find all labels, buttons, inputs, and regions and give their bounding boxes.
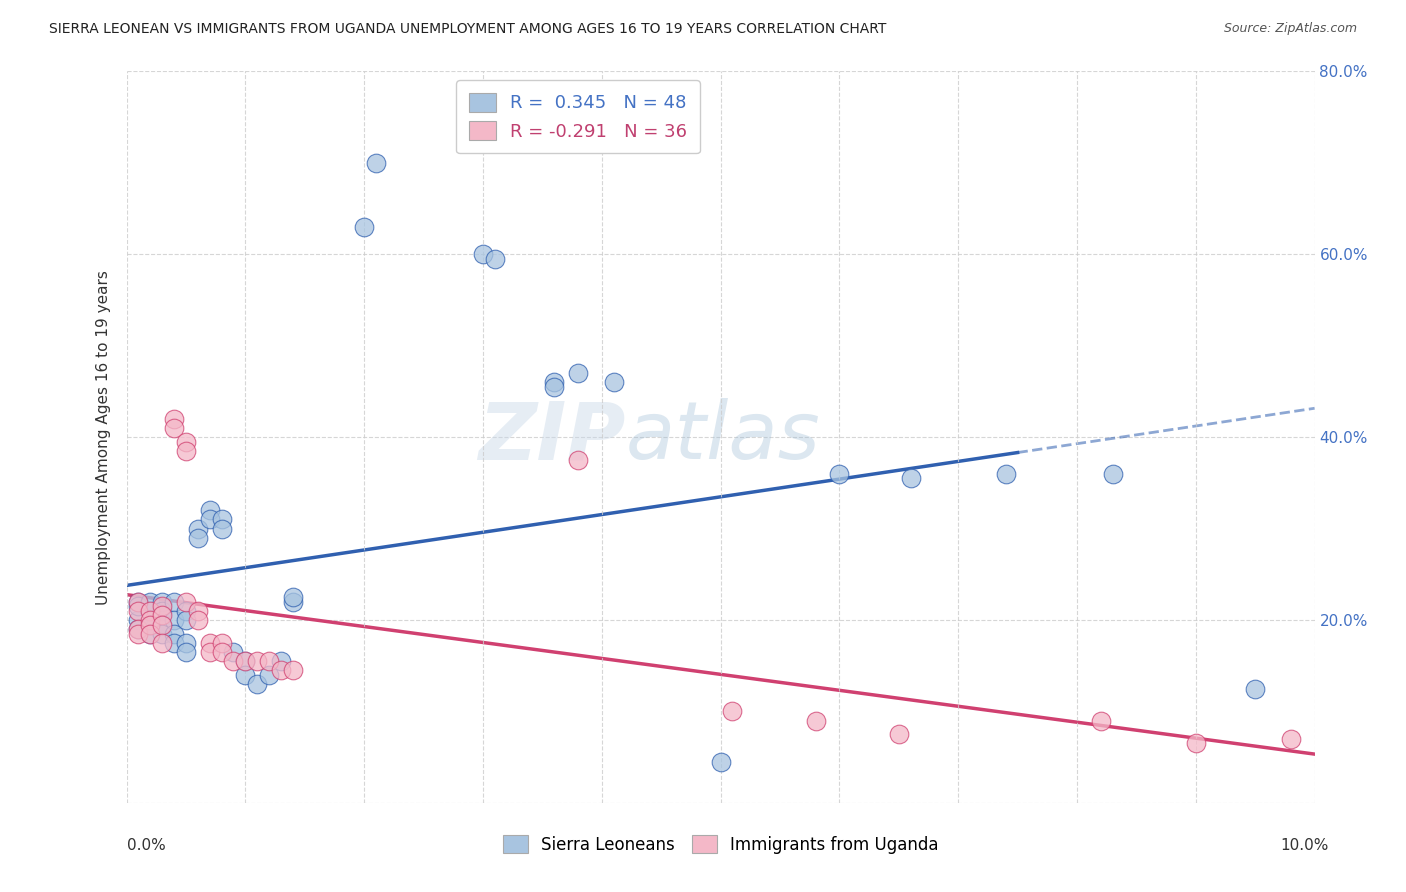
Point [246, 677, 269, 691]
Point [1090, 714, 1112, 728]
Text: 0.0%: 0.0% [127, 838, 166, 853]
Point [127, 604, 149, 618]
Point [127, 613, 149, 627]
Point [150, 626, 173, 640]
Text: SIERRA LEONEAN VS IMMIGRANTS FROM UGANDA UNEMPLOYMENT AMONG AGES 16 TO 19 YEARS : SIERRA LEONEAN VS IMMIGRANTS FROM UGANDA… [49, 22, 887, 37]
Point [222, 645, 245, 659]
Point [139, 594, 162, 608]
Point [150, 599, 173, 614]
Point [900, 471, 922, 485]
Point [174, 613, 197, 627]
Point [163, 626, 186, 640]
Point [139, 617, 162, 632]
Point [567, 453, 589, 467]
Point [721, 705, 744, 719]
Point [139, 626, 162, 640]
Point [150, 617, 173, 632]
Point [139, 626, 162, 640]
Point [281, 594, 304, 608]
Point [163, 421, 186, 435]
Point [211, 645, 233, 659]
Point [270, 654, 292, 668]
Point [281, 590, 304, 604]
Point [198, 645, 221, 659]
Point [543, 375, 565, 389]
Text: Source: ZipAtlas.com: Source: ZipAtlas.com [1223, 22, 1357, 36]
Point [233, 667, 257, 681]
Point [257, 667, 280, 681]
Point [270, 663, 292, 677]
Point [174, 443, 197, 458]
Point [150, 617, 173, 632]
Point [710, 755, 733, 769]
Point [246, 654, 269, 668]
Point [994, 467, 1017, 481]
Point [174, 594, 197, 608]
Point [887, 727, 910, 741]
Point [1101, 467, 1123, 481]
Point [484, 252, 506, 266]
Point [139, 604, 162, 618]
Point [281, 663, 304, 677]
Text: atlas: atlas [626, 398, 820, 476]
Point [163, 636, 186, 650]
Point [1184, 736, 1206, 750]
Point [1244, 681, 1267, 696]
Text: 10.0%: 10.0% [1281, 838, 1329, 853]
Point [163, 613, 186, 627]
Point [187, 531, 209, 545]
Point [150, 604, 173, 618]
Legend: Sierra Leoneans, Immigrants from Uganda: Sierra Leoneans, Immigrants from Uganda [496, 829, 945, 860]
Point [804, 714, 827, 728]
Point [198, 503, 221, 517]
Point [139, 617, 162, 632]
Point [150, 594, 173, 608]
Point [127, 626, 149, 640]
Point [233, 654, 257, 668]
Point [211, 521, 233, 535]
Y-axis label: Unemployment Among Ages 16 to 19 years: Unemployment Among Ages 16 to 19 years [96, 269, 111, 605]
Point [187, 613, 209, 627]
Point [543, 380, 565, 394]
Point [127, 622, 149, 636]
Point [567, 366, 589, 380]
Point [174, 636, 197, 650]
Point [127, 594, 149, 608]
Point [222, 654, 245, 668]
Point [127, 599, 149, 614]
Point [174, 434, 197, 449]
Point [187, 604, 209, 618]
Point [211, 512, 233, 526]
Point [602, 375, 624, 389]
Text: ZIP: ZIP [478, 398, 626, 476]
Point [150, 636, 173, 650]
Point [828, 467, 851, 481]
Point [211, 636, 233, 650]
Point [127, 622, 149, 636]
Point [139, 613, 162, 627]
Point [472, 247, 495, 261]
Point [257, 654, 280, 668]
Point [198, 512, 221, 526]
Point [150, 608, 173, 623]
Point [174, 604, 197, 618]
Point [139, 604, 162, 618]
Point [127, 594, 149, 608]
Point [163, 412, 186, 426]
Point [198, 636, 221, 650]
Point [353, 219, 375, 234]
Point [174, 645, 197, 659]
Point [364, 156, 387, 170]
Point [1279, 731, 1302, 746]
Point [187, 521, 209, 535]
Point [233, 654, 257, 668]
Point [163, 594, 186, 608]
